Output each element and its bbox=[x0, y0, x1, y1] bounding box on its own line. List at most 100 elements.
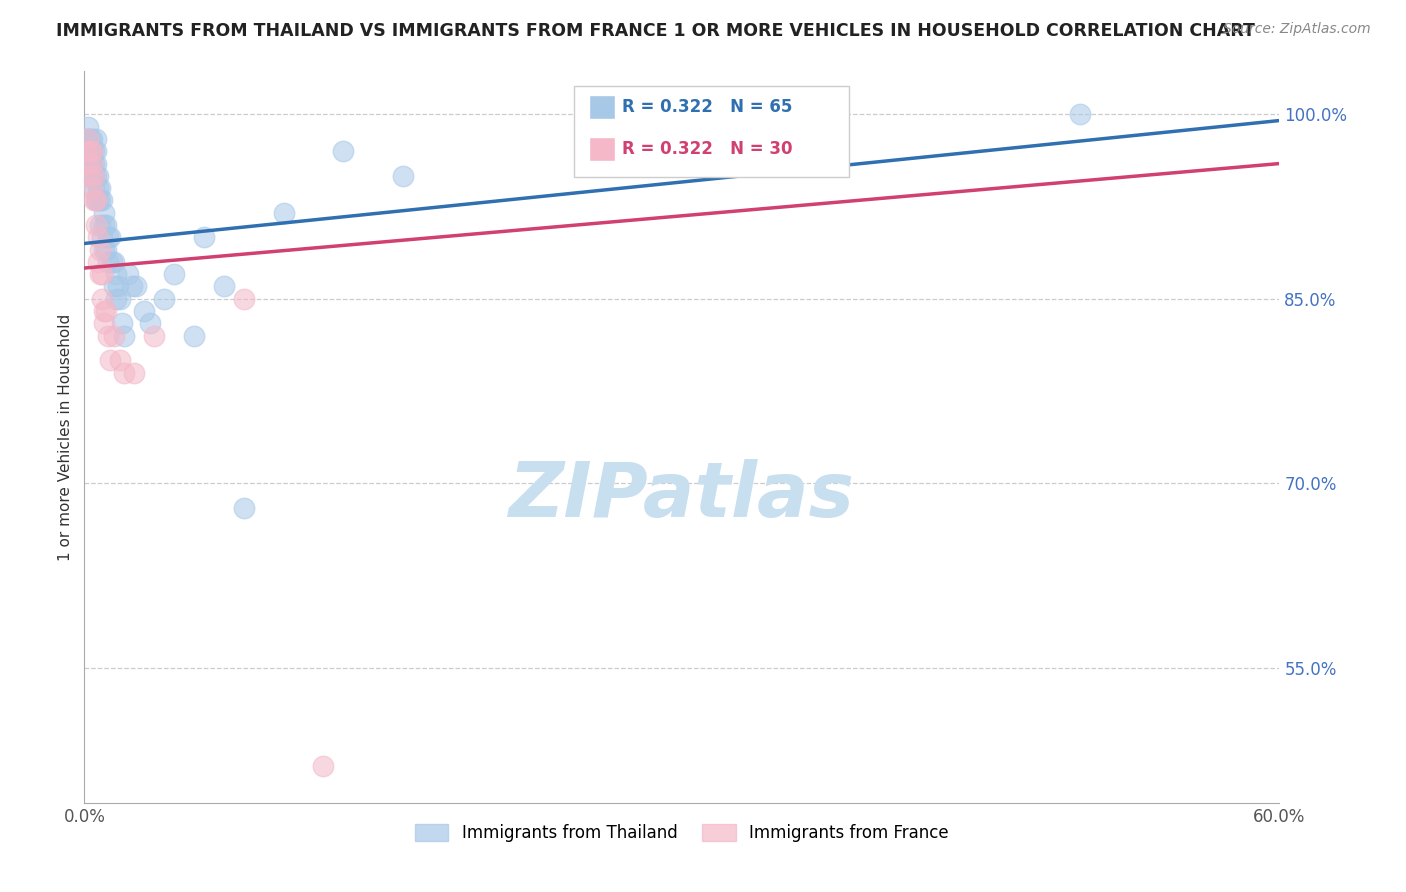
Point bbox=[101, 255, 124, 269]
Point bbox=[112, 328, 135, 343]
Point bbox=[103, 279, 125, 293]
Point bbox=[139, 317, 162, 331]
Point bbox=[103, 328, 125, 343]
Point bbox=[96, 304, 118, 318]
Point bbox=[89, 194, 111, 208]
Text: R = 0.322   N = 30: R = 0.322 N = 30 bbox=[623, 140, 793, 158]
Point bbox=[631, 132, 654, 146]
Point bbox=[77, 156, 100, 170]
Point bbox=[105, 267, 128, 281]
Point bbox=[193, 230, 215, 244]
Point bbox=[87, 255, 110, 269]
Y-axis label: 1 or more Vehicles in Household: 1 or more Vehicles in Household bbox=[58, 313, 73, 561]
Point bbox=[110, 353, 132, 368]
Point bbox=[93, 205, 115, 219]
Point bbox=[82, 145, 104, 159]
Point bbox=[75, 145, 97, 159]
Point bbox=[232, 500, 254, 515]
Point bbox=[91, 292, 114, 306]
Point bbox=[97, 230, 120, 244]
Point bbox=[91, 230, 114, 244]
Point bbox=[79, 145, 101, 159]
Text: IMMIGRANTS FROM THAILAND VS IMMIGRANTS FROM FRANCE 1 OR MORE VEHICLES IN HOUSEHO: IMMIGRANTS FROM THAILAND VS IMMIGRANTS F… bbox=[56, 22, 1256, 40]
Point bbox=[82, 145, 104, 159]
Point bbox=[75, 156, 97, 170]
Point bbox=[87, 230, 110, 244]
Point bbox=[75, 132, 97, 146]
Point bbox=[87, 194, 110, 208]
Point bbox=[790, 120, 813, 134]
Point bbox=[273, 205, 295, 219]
Point bbox=[163, 267, 186, 281]
Point bbox=[98, 353, 121, 368]
Point bbox=[86, 132, 108, 146]
Point bbox=[79, 169, 101, 183]
Point bbox=[82, 156, 104, 170]
Point bbox=[83, 194, 105, 208]
Point bbox=[89, 181, 111, 195]
Point bbox=[83, 145, 105, 159]
Point bbox=[86, 145, 108, 159]
Point bbox=[93, 243, 115, 257]
Bar bbox=[589, 137, 614, 161]
Point bbox=[86, 194, 108, 208]
Point bbox=[91, 267, 114, 281]
Point bbox=[93, 218, 115, 232]
Point bbox=[93, 317, 115, 331]
Point bbox=[86, 156, 108, 170]
Point bbox=[312, 759, 335, 773]
Point bbox=[86, 169, 108, 183]
Point bbox=[103, 255, 125, 269]
Point bbox=[86, 194, 108, 208]
Point bbox=[232, 292, 254, 306]
Point bbox=[105, 292, 128, 306]
Point bbox=[132, 304, 156, 318]
Point bbox=[83, 169, 105, 183]
Point bbox=[112, 366, 135, 380]
Point bbox=[79, 132, 101, 146]
Point bbox=[77, 169, 100, 183]
Point bbox=[82, 156, 104, 170]
Point bbox=[98, 230, 121, 244]
Point bbox=[75, 145, 97, 159]
Text: R = 0.322   N = 65: R = 0.322 N = 65 bbox=[623, 98, 793, 116]
Point bbox=[82, 132, 104, 146]
Bar bbox=[589, 95, 614, 119]
Point bbox=[77, 132, 100, 146]
Point bbox=[110, 292, 132, 306]
Point bbox=[83, 156, 105, 170]
Point bbox=[91, 194, 114, 208]
Point bbox=[96, 243, 118, 257]
Point bbox=[93, 304, 115, 318]
Point bbox=[87, 181, 110, 195]
Point bbox=[117, 267, 139, 281]
Point bbox=[89, 267, 111, 281]
Point bbox=[86, 218, 108, 232]
Point bbox=[97, 328, 120, 343]
Point bbox=[87, 169, 110, 183]
Point bbox=[122, 366, 145, 380]
Text: Source: ZipAtlas.com: Source: ZipAtlas.com bbox=[1223, 22, 1371, 37]
Point bbox=[83, 181, 105, 195]
Point bbox=[79, 156, 101, 170]
Point bbox=[89, 218, 111, 232]
Point bbox=[121, 279, 143, 293]
Point bbox=[332, 145, 354, 159]
Point bbox=[96, 218, 118, 232]
Point bbox=[392, 169, 415, 183]
Point bbox=[183, 328, 205, 343]
Point bbox=[77, 120, 100, 134]
Legend: Immigrants from Thailand, Immigrants from France: Immigrants from Thailand, Immigrants fro… bbox=[415, 824, 949, 842]
Point bbox=[89, 243, 111, 257]
Point bbox=[97, 255, 120, 269]
Text: ZIPatlas: ZIPatlas bbox=[509, 458, 855, 533]
Point bbox=[77, 145, 100, 159]
Point bbox=[83, 169, 105, 183]
Point bbox=[212, 279, 235, 293]
Point bbox=[107, 279, 129, 293]
Point bbox=[1069, 107, 1091, 121]
FancyBboxPatch shape bbox=[575, 86, 849, 178]
Point bbox=[79, 145, 101, 159]
Point bbox=[82, 181, 104, 195]
Point bbox=[143, 328, 166, 343]
